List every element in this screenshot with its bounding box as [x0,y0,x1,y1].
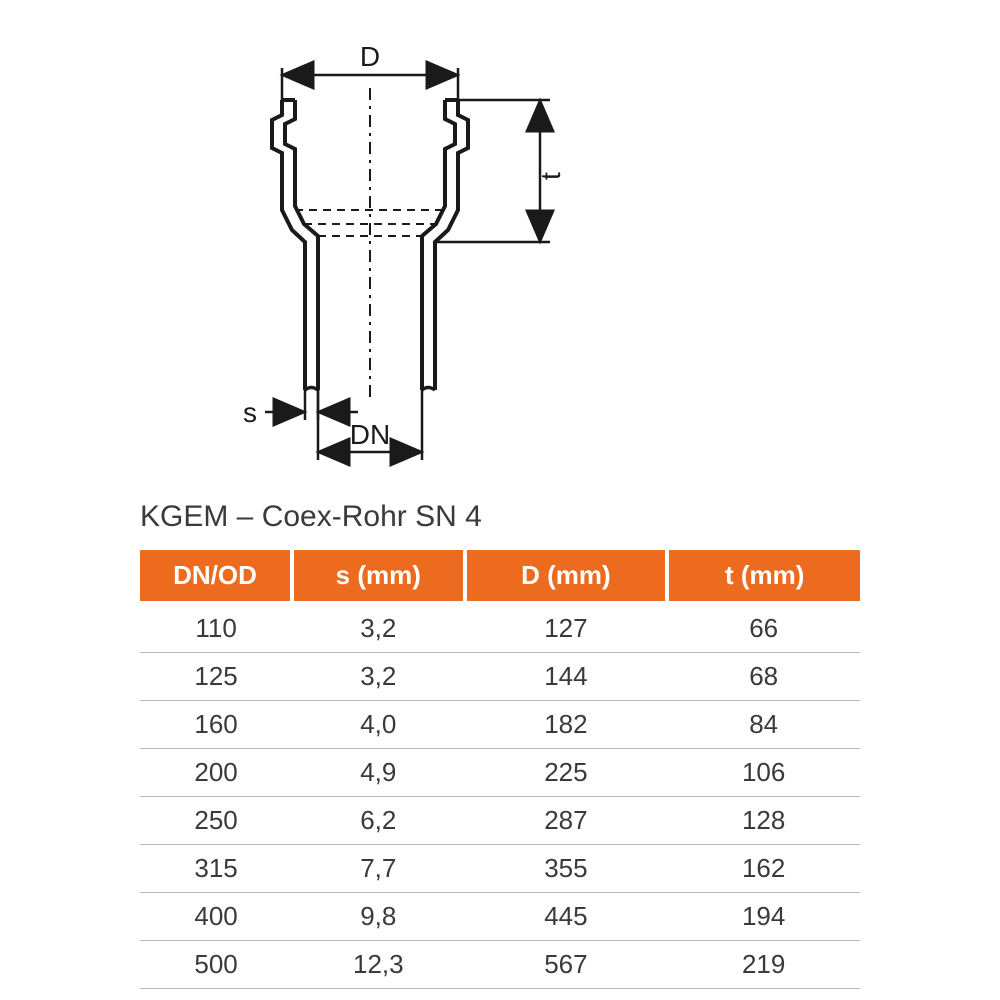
table-cell: 315 [140,845,292,893]
table-cell: 106 [667,749,860,797]
table-cell: 84 [667,701,860,749]
table-cell: 567 [465,941,668,989]
diagram-label-t: t [535,172,566,180]
pipe-diagram: D t s DN [180,40,680,470]
table-header: DN/ODs (mm)D (mm)t (mm) [140,550,860,601]
table-row: 4009,8445194 [140,893,860,941]
table-cell: 4,9 [292,749,464,797]
table-cell: 162 [667,845,860,893]
table-cell: 3,2 [292,601,464,653]
table-cell: 400 [140,893,292,941]
col-header: t (mm) [667,550,860,601]
spec-table: DN/ODs (mm)D (mm)t (mm) 1103,2127661253,… [140,550,860,989]
table-cell: 250 [140,797,292,845]
table-cell: 4,0 [292,701,464,749]
table-cell: 12,3 [292,941,464,989]
table-body: 1103,2127661253,2144681604,0182842004,92… [140,601,860,989]
table-row: 2506,2287128 [140,797,860,845]
table-cell: 225 [465,749,668,797]
table-cell: 500 [140,941,292,989]
diagram-label-s: s [243,397,257,428]
table-cell: 194 [667,893,860,941]
table-row: 2004,9225106 [140,749,860,797]
table-cell: 219 [667,941,860,989]
table-cell: 68 [667,653,860,701]
table-row: 3157,7355162 [140,845,860,893]
table-cell: 128 [667,797,860,845]
table-row: 1103,212766 [140,601,860,653]
diagram-label-d: D [360,41,380,72]
table-cell: 125 [140,653,292,701]
table-cell: 160 [140,701,292,749]
table-cell: 127 [465,601,668,653]
table-cell: 66 [667,601,860,653]
table-cell: 287 [465,797,668,845]
table-row: 1604,018284 [140,701,860,749]
table-cell: 110 [140,601,292,653]
table-cell: 6,2 [292,797,464,845]
table-cell: 445 [465,893,668,941]
table-cell: 200 [140,749,292,797]
pipe-diagram-svg: D t s DN [180,40,680,470]
col-header: D (mm) [465,550,668,601]
table-title: KGEM – Coex-Rohr SN 4 [140,500,482,534]
table-cell: 9,8 [292,893,464,941]
table-cell: 144 [465,653,668,701]
col-header: DN/OD [140,550,292,601]
table-cell: 3,2 [292,653,464,701]
table-row: 1253,214468 [140,653,860,701]
table-cell: 182 [465,701,668,749]
table-row: 50012,3567219 [140,941,860,989]
diagram-label-dn: DN [350,419,390,450]
col-header: s (mm) [292,550,464,601]
table-cell: 7,7 [292,845,464,893]
table-cell: 355 [465,845,668,893]
